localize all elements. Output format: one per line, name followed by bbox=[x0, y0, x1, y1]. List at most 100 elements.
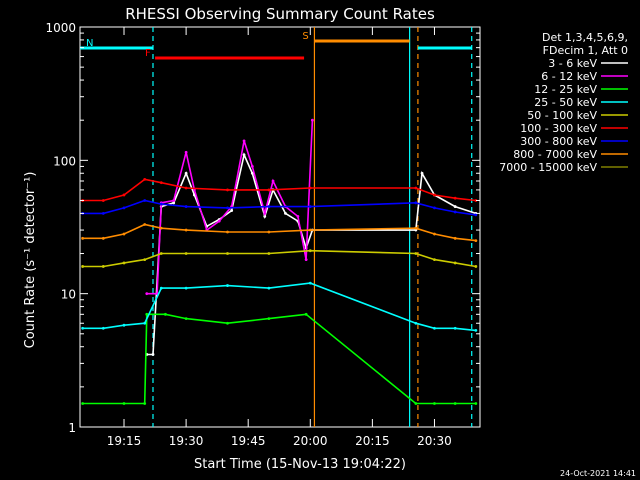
data-point-5-9 bbox=[414, 186, 418, 190]
data-point-4-5 bbox=[184, 252, 188, 255]
series-line-5 bbox=[82, 178, 476, 202]
axes: 19:15 19:30 19:45 20:00 20:15 20:30 1 10 100 1000 bbox=[45, 21, 480, 448]
x-tick-label-1: 19:30 bbox=[169, 434, 204, 448]
data-point-6-4 bbox=[159, 202, 163, 206]
y-tick-label-0: 1 bbox=[68, 421, 76, 435]
legend-label-2: 12 - 25 keV bbox=[534, 83, 597, 96]
data-point-2-5 bbox=[184, 317, 188, 321]
data-point-7-11 bbox=[453, 236, 457, 240]
data-point-0-3 bbox=[172, 201, 176, 205]
data-point-6-10 bbox=[433, 206, 436, 210]
data-point-7-2 bbox=[122, 232, 126, 236]
data-point-7-5 bbox=[184, 228, 188, 232]
data-point-1-3 bbox=[172, 199, 176, 202]
footer-date: 24-Oct-2021 14:41 bbox=[560, 469, 636, 478]
y-tick-label-3: 1000 bbox=[45, 21, 76, 35]
data-point-2-6 bbox=[226, 321, 229, 325]
data-point-1-12 bbox=[271, 179, 275, 183]
data-point-4-3 bbox=[143, 258, 147, 262]
legend-label-6: 300 - 800 keV bbox=[520, 135, 597, 148]
data-point-1-9 bbox=[242, 139, 246, 143]
data-point-1-0 bbox=[145, 292, 149, 296]
data-point-5-5 bbox=[184, 186, 188, 190]
flag-label-s: S bbox=[302, 31, 308, 42]
data-point-5-2 bbox=[122, 193, 126, 197]
data-point-4-0 bbox=[81, 265, 85, 268]
data-point-0-9 bbox=[242, 153, 246, 157]
chart-title: RHESSI Observing Summary Count Rates bbox=[125, 5, 435, 23]
data-point-1-5 bbox=[192, 188, 196, 192]
data-point-3-4 bbox=[159, 286, 163, 290]
x-tick-label-2: 19:45 bbox=[231, 434, 266, 448]
data-point-4-4 bbox=[159, 252, 163, 255]
data-point-3-6 bbox=[226, 284, 229, 287]
data-point-6-12 bbox=[474, 213, 478, 217]
data-point-3-11 bbox=[453, 326, 457, 330]
flag-bars: N F S bbox=[80, 31, 472, 60]
legend-label-3: 25 - 50 keV bbox=[534, 96, 597, 109]
data-point-3-8 bbox=[308, 281, 312, 285]
y-tick-label-2: 100 bbox=[53, 154, 76, 168]
data-point-2-1 bbox=[122, 402, 126, 405]
data-point-6-7 bbox=[267, 205, 271, 208]
data-point-4-9 bbox=[414, 252, 418, 255]
data-point-4-6 bbox=[226, 252, 229, 255]
data-point-6-5 bbox=[184, 205, 188, 208]
x-tick-label-4: 20:15 bbox=[355, 434, 390, 448]
data-point-1-11 bbox=[263, 211, 267, 215]
data-point-3-2 bbox=[122, 323, 126, 327]
x-axis-label: Start Time (15-Nov-13 19:04:22) bbox=[194, 457, 406, 472]
data-point-2-7 bbox=[267, 317, 271, 321]
data-point-0-10 bbox=[250, 171, 254, 175]
data-point-3-7 bbox=[267, 286, 271, 290]
data-point-1-4 bbox=[184, 150, 188, 154]
data-point-2-4 bbox=[164, 312, 167, 316]
data-point-2-2 bbox=[143, 402, 147, 405]
data-point-6-6 bbox=[226, 206, 229, 210]
data-point-2-3 bbox=[145, 312, 149, 316]
data-point-4-8 bbox=[308, 249, 312, 253]
data-point-0-13 bbox=[284, 211, 287, 215]
data-point-7-3 bbox=[143, 223, 147, 226]
marker-lines bbox=[152, 27, 473, 427]
data-point-7-8 bbox=[308, 228, 312, 232]
legend-label-7: 800 - 7000 keV bbox=[513, 148, 597, 161]
y-axis-label: Count Rate (s⁻¹ detector⁻¹) bbox=[23, 172, 38, 349]
data-point-3-9 bbox=[414, 321, 418, 325]
data-point-4-11 bbox=[453, 261, 457, 265]
data-point-2-9 bbox=[414, 402, 418, 405]
data-series bbox=[81, 118, 478, 405]
data-point-7-9 bbox=[414, 226, 418, 230]
data-point-1-15 bbox=[304, 258, 308, 262]
data-point-0-11 bbox=[263, 214, 267, 218]
x-tick-label-0: 19:15 bbox=[107, 434, 142, 448]
x-tick-label-3: 20:00 bbox=[293, 434, 328, 448]
data-point-0-18 bbox=[420, 171, 424, 175]
data-point-4-2 bbox=[122, 261, 126, 265]
data-point-2-11 bbox=[453, 402, 457, 405]
data-point-2-12 bbox=[474, 402, 478, 405]
data-point-0-4 bbox=[184, 171, 188, 175]
data-point-6-9 bbox=[414, 201, 418, 205]
data-point-1-16 bbox=[310, 118, 314, 122]
series-line-0 bbox=[146, 152, 477, 356]
data-point-2-0 bbox=[81, 402, 85, 405]
data-point-5-3 bbox=[143, 177, 147, 181]
data-point-4-12 bbox=[474, 265, 478, 268]
legend-header-0: Det 1,3,4,5,6,9, bbox=[542, 31, 628, 44]
legend-label-0: 3 - 6 keV bbox=[548, 57, 597, 70]
legend-label-5: 100 - 300 keV bbox=[520, 122, 597, 135]
data-point-2-8 bbox=[304, 312, 308, 316]
data-point-7-12 bbox=[474, 239, 478, 243]
data-point-1-10 bbox=[250, 165, 254, 168]
data-point-7-0 bbox=[81, 236, 85, 240]
flag-label-f: F bbox=[145, 48, 151, 59]
data-point-3-1 bbox=[101, 326, 105, 330]
data-point-7-4 bbox=[159, 226, 163, 230]
data-point-5-10 bbox=[433, 193, 436, 197]
legend-label-4: 50 - 100 keV bbox=[527, 109, 597, 122]
data-point-3-0 bbox=[81, 326, 85, 330]
data-point-5-4 bbox=[159, 181, 163, 185]
legend-header-1: FDecim 1, Att 0 bbox=[543, 44, 628, 57]
